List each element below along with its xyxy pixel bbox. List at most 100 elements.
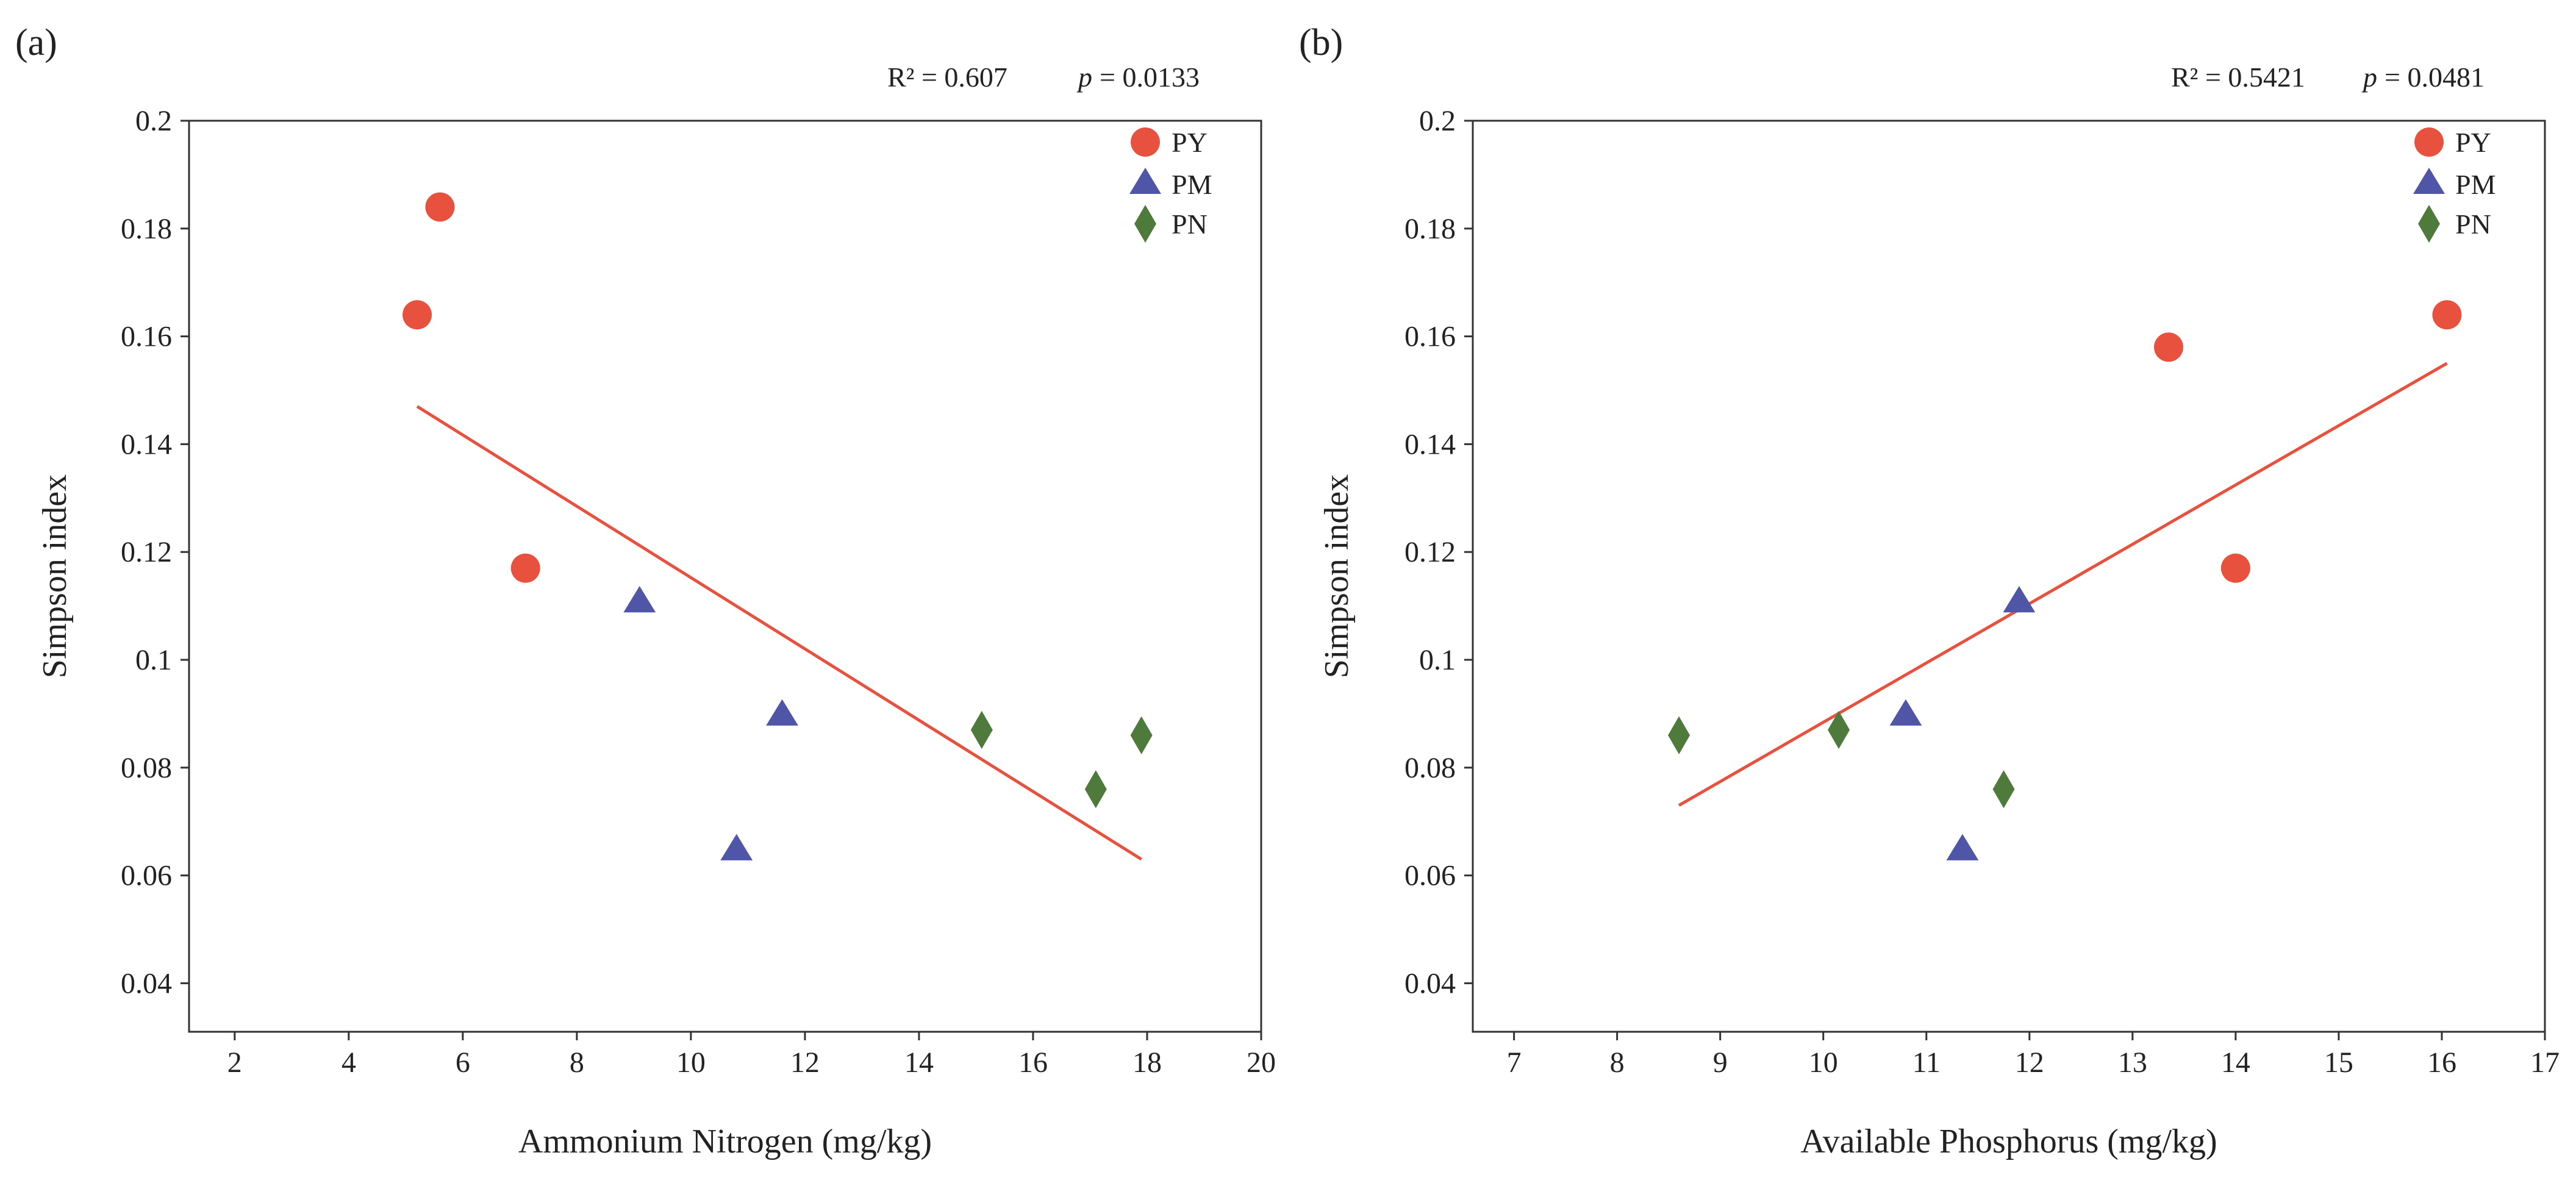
x-tick-label: 16 bbox=[1018, 1046, 1048, 1079]
y-tick-label: 0.12 bbox=[121, 536, 172, 568]
panel-a: (a) R² = 0.607 p = 0.0133 2 4 6 8 10 12 14 16 18… bbox=[15, 22, 1276, 1160]
legend-label-pn: PN bbox=[1172, 209, 1208, 240]
y-tick-label: 0.2 bbox=[1419, 105, 1456, 137]
x-axis: 2 4 6 8 10 12 14 16 18 20 bbox=[227, 1032, 1276, 1079]
legend-item-py: PY bbox=[1131, 127, 1208, 158]
legend-label-py: PY bbox=[1172, 127, 1208, 158]
point-py bbox=[2154, 332, 2184, 362]
point-py bbox=[2432, 300, 2462, 330]
regression-line bbox=[1678, 362, 2448, 807]
y-axis: 0.04 0.06 0.08 0.1 0.12 0.14 0.16 0.18 0.2 bbox=[1404, 105, 1473, 999]
y-tick-label: 0.08 bbox=[1404, 752, 1456, 784]
point-py bbox=[2220, 553, 2250, 583]
x-tick-label: 18 bbox=[1132, 1046, 1162, 1079]
legend-marker-py bbox=[2414, 127, 2444, 157]
panel-label: (b) bbox=[1299, 22, 1343, 63]
x-tick-label: 7 bbox=[1507, 1046, 1522, 1079]
y-tick-label: 0.18 bbox=[121, 213, 172, 245]
legend-item-pn: PN bbox=[2418, 205, 2491, 243]
x-tick-label: 9 bbox=[1713, 1046, 1728, 1079]
panel-label: (a) bbox=[15, 22, 57, 63]
plot-area bbox=[1472, 120, 2546, 1033]
point-pm bbox=[720, 834, 753, 860]
x-axis: 7 8 9 10 11 12 13 14 15 16 17 bbox=[1507, 1032, 2560, 1079]
x-tick-label: 12 bbox=[2015, 1046, 2044, 1079]
y-tick-label: 0.16 bbox=[1404, 321, 1456, 353]
point-pn bbox=[1828, 710, 1850, 749]
y-axis-title: Simpson index bbox=[36, 474, 74, 678]
point-py bbox=[425, 192, 455, 222]
x-axis-title: Ammonium Nitrogen (mg/kg) bbox=[518, 1123, 932, 1160]
x-tick-label: 6 bbox=[456, 1046, 470, 1079]
y-tick-label: 0.08 bbox=[121, 752, 172, 784]
legend-item-pn: PN bbox=[1134, 205, 1208, 243]
legend-label-pn: PN bbox=[2455, 209, 2491, 240]
panel-b: (b) R² = 0.5421 p = 0.0481 7 8 9 10 11 12 13 14… bbox=[1299, 22, 2560, 1160]
x-tick-label: 13 bbox=[2118, 1046, 2147, 1079]
x-tick-label: 15 bbox=[2324, 1046, 2353, 1079]
legend-item-pm: PM bbox=[2413, 168, 2496, 200]
x-tick-label: 10 bbox=[676, 1046, 706, 1079]
plot-area bbox=[188, 120, 1262, 1033]
point-pm bbox=[1889, 699, 1922, 726]
x-tick-label: 17 bbox=[2530, 1046, 2560, 1079]
legend-marker-pn bbox=[1134, 205, 1156, 243]
x-tick-label: 20 bbox=[1247, 1046, 1276, 1079]
y-tick-label: 0.1 bbox=[1419, 644, 1456, 676]
point-pn bbox=[1992, 770, 2015, 809]
x-tick-label: 8 bbox=[570, 1046, 584, 1079]
legend-label-pm: PM bbox=[1172, 169, 1212, 200]
legend: PY PM PN bbox=[1129, 127, 1212, 243]
point-py bbox=[402, 300, 432, 330]
x-tick-label: 12 bbox=[790, 1046, 820, 1079]
point-pm bbox=[766, 699, 798, 726]
data-points bbox=[402, 192, 1153, 860]
x-tick-label: 14 bbox=[2221, 1046, 2250, 1079]
y-axis-title: Simpson index bbox=[1318, 474, 1356, 678]
y-tick-label: 0.16 bbox=[121, 321, 172, 353]
legend-item-py: PY bbox=[2414, 127, 2491, 158]
legend-label-py: PY bbox=[2455, 127, 2491, 158]
x-tick-label: 14 bbox=[904, 1046, 934, 1079]
point-pn bbox=[1668, 716, 1690, 754]
y-tick-label: 0.14 bbox=[1404, 428, 1456, 460]
x-tick-label: 16 bbox=[2427, 1046, 2456, 1079]
x-tick-label: 8 bbox=[1610, 1046, 1625, 1079]
point-pm bbox=[1946, 834, 1979, 860]
legend-marker-pm bbox=[1129, 168, 1161, 194]
regression-line bbox=[416, 405, 1142, 861]
legend-label-pm: PM bbox=[2455, 169, 2496, 200]
y-tick-label: 0.1 bbox=[135, 644, 172, 676]
legend-marker-pm bbox=[2413, 168, 2445, 194]
p-value-label: = 0.0481 bbox=[2385, 62, 2485, 93]
y-axis: 0.04 0.06 0.08 0.1 0.12 0.14 0.16 0.18 0.2 bbox=[121, 105, 189, 999]
point-pn bbox=[1130, 716, 1153, 754]
legend-marker-pn bbox=[2418, 205, 2440, 243]
point-pn bbox=[1084, 770, 1107, 809]
point-py bbox=[510, 553, 540, 583]
x-tick-label: 2 bbox=[227, 1046, 242, 1079]
r-squared-label: R² = 0.607 bbox=[887, 62, 1007, 93]
point-pm bbox=[2003, 586, 2036, 613]
x-tick-label: 11 bbox=[1912, 1046, 1941, 1079]
y-tick-label: 0.18 bbox=[1404, 213, 1456, 245]
legend-marker-py bbox=[1131, 127, 1160, 157]
r-squared-label: R² = 0.5421 bbox=[2171, 62, 2305, 93]
y-tick-label: 0.14 bbox=[121, 428, 172, 460]
data-points bbox=[1668, 300, 2462, 860]
p-value-label: = 0.0133 bbox=[1100, 62, 1200, 93]
point-pn bbox=[970, 710, 993, 749]
y-tick-label: 0.06 bbox=[121, 860, 172, 892]
y-tick-label: 0.2 bbox=[135, 105, 172, 137]
p-symbol: p bbox=[2361, 62, 2377, 93]
x-axis-title: Available Phosphorus (mg/kg) bbox=[1800, 1123, 2217, 1160]
x-tick-label: 10 bbox=[1809, 1046, 1838, 1079]
y-tick-label: 0.06 bbox=[1404, 860, 1456, 892]
point-pm bbox=[623, 586, 656, 613]
y-tick-label: 0.12 bbox=[1404, 536, 1456, 568]
x-tick-label: 4 bbox=[342, 1046, 356, 1079]
p-symbol: p bbox=[1076, 62, 1092, 93]
legend: PY PM PN bbox=[2413, 127, 2496, 243]
y-tick-label: 0.04 bbox=[1404, 967, 1456, 999]
